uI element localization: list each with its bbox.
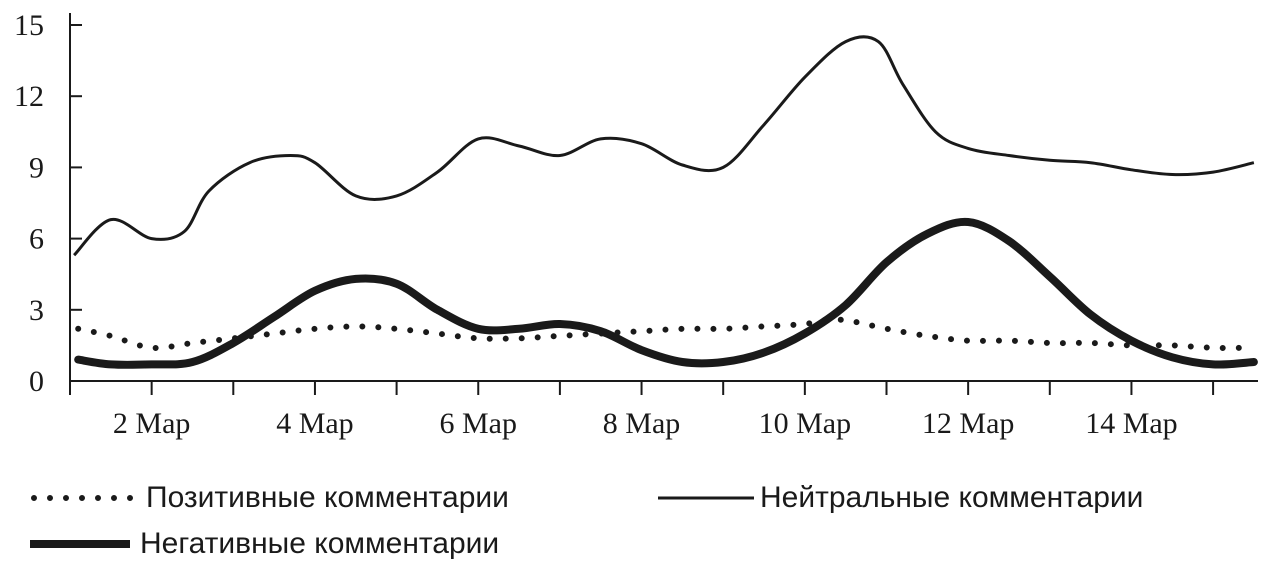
legend-dotted-swatch [31,495,137,501]
x-tick-label: 12 Мар [922,407,1015,440]
series-lines [73,35,1258,369]
legend-thick-swatch [30,540,130,548]
x-ticks: 2 Мар 4 Мар 6 Мар 8 Мар 10 Мар 12 Мар 14 Мар [69,381,1215,440]
legend-item-negative: Негативные комментарии [30,524,499,564]
y-tick-label: 3 [29,294,44,327]
y-tick-label: 12 [14,80,44,113]
y-tick-label: 0 [29,365,44,398]
y-tick-label: 15 [14,9,44,42]
x-tick-label: 2 Мар [113,407,191,440]
legend-item-positive: Позитивные комментарии [28,478,509,518]
legend-item-neutral: Нейтральные комментарии [658,478,1143,518]
x-tick-label: 8 Мар [603,407,681,440]
y-tick-label: 6 [29,223,44,256]
y-tick-label: 9 [29,151,44,184]
legend: Позитивные комментарии Нейтральные комме… [0,472,1270,572]
legend-label-negative: Негативные комментарии [140,527,500,560]
x-tick-label: 4 Мар [276,407,354,440]
x-tick-label: 6 Мар [439,407,517,440]
legend-label-neutral: Нейтральные комментарии [760,481,1144,514]
y-ticks: 0 3 6 9 12 15 [14,9,82,398]
legend-label-positive: Позитивные комментарии [146,481,509,514]
line-chart: 0 3 6 9 12 15 2 Мар 4 Мар 6 Мар 8 Мар 10 Мар 12 Ма… [14,9,1258,440]
x-tick-label: 14 Мар [1085,407,1178,440]
series-line-positive [75,316,1257,352]
legend-solid-swatch [658,496,754,500]
series-line-negative [74,217,1258,369]
x-tick-label: 10 Мар [759,407,852,440]
axes [69,13,1258,393]
series-line-neutral [73,35,1255,257]
